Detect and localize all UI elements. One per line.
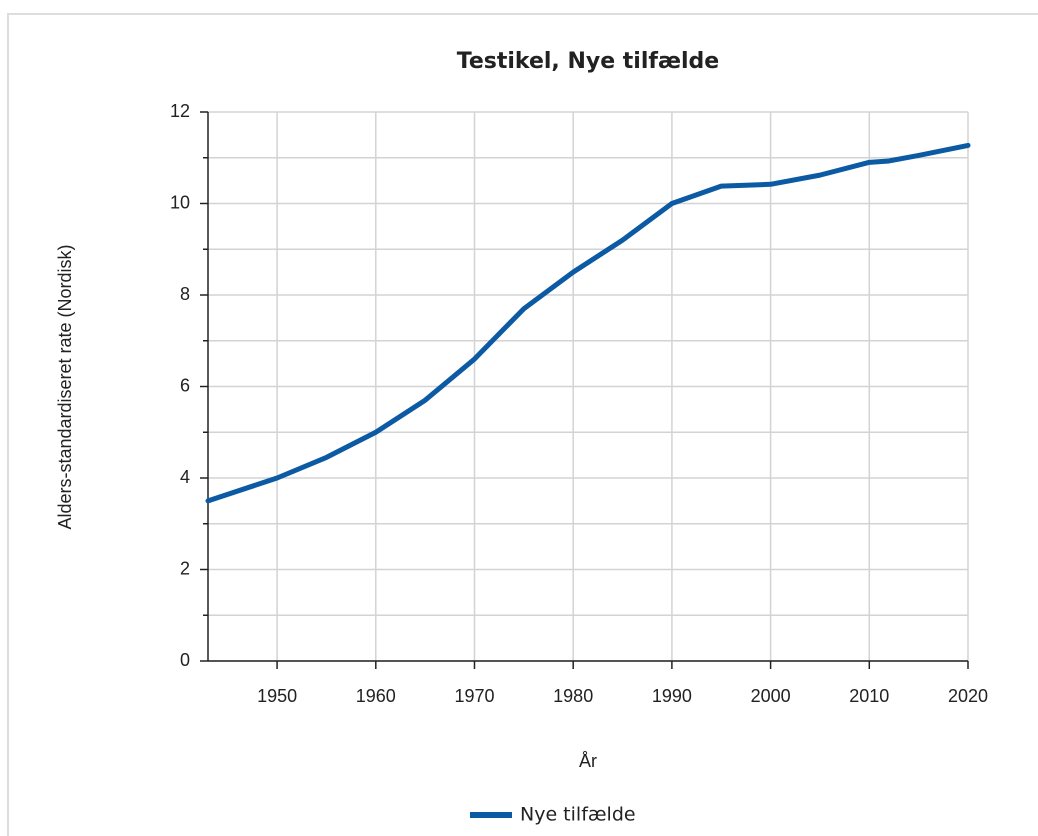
y-tick-label: 4 — [180, 467, 190, 487]
x-tick-label: 2020 — [948, 686, 988, 706]
y-tick-label: 8 — [180, 284, 190, 304]
x-tick-label: 1960 — [356, 686, 396, 706]
x-tick-label: 2010 — [849, 686, 889, 706]
x-tick-label: 2000 — [751, 686, 791, 706]
chart-title: Testikel, Nye tilfælde — [457, 49, 719, 74]
line — [205, 142, 971, 504]
x-tick-label: 1970 — [454, 686, 494, 706]
y-tick-label: 12 — [170, 101, 190, 121]
x-axis-label: År — [579, 751, 597, 771]
frame — [7, 13, 1038, 836]
y-tick-label: 10 — [170, 192, 190, 212]
x-tick-label: 1980 — [553, 686, 593, 706]
x-tick-label: 1950 — [257, 686, 297, 706]
y-tick-label: 2 — [180, 558, 190, 578]
y-tick-label: 6 — [180, 375, 190, 395]
x-tick-label: 1990 — [652, 686, 692, 706]
y-axis-label: Alders-standardiseret rate (Nordisk) — [55, 244, 75, 529]
y-tick-label: 0 — [180, 650, 190, 670]
legend-label: Nye tilfælde — [520, 804, 636, 826]
